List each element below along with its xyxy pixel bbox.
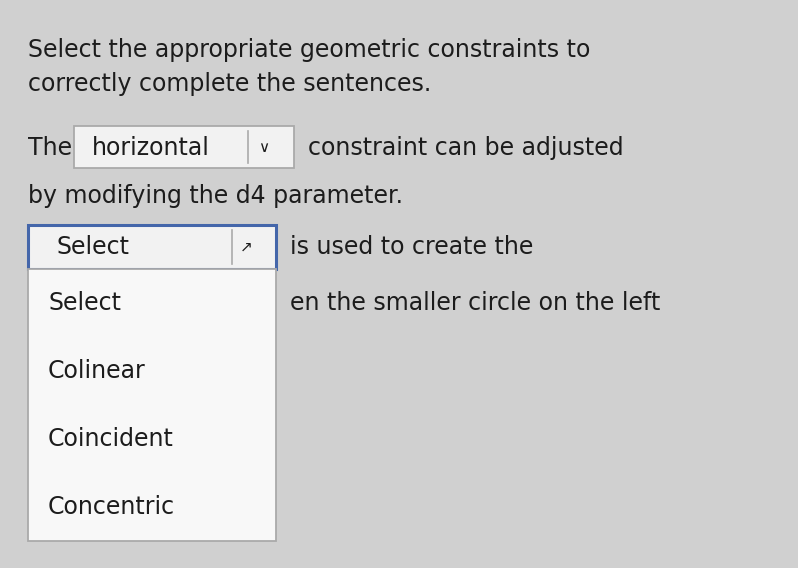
FancyBboxPatch shape [28,225,276,269]
FancyBboxPatch shape [74,126,294,168]
Text: Select: Select [56,235,129,259]
Text: Coincident: Coincident [48,427,174,451]
Text: en the smaller circle on the left: en the smaller circle on the left [290,291,661,315]
Text: Select the appropriate geometric constraints to: Select the appropriate geometric constra… [28,38,591,62]
Text: Concentric: Concentric [48,495,175,519]
Text: correctly complete the sentences.: correctly complete the sentences. [28,72,431,96]
Text: Select: Select [48,291,121,315]
FancyBboxPatch shape [28,269,276,541]
Text: by modifying the d4 parameter.: by modifying the d4 parameter. [28,184,403,208]
Text: The: The [28,136,72,160]
Text: horizontal: horizontal [92,136,210,160]
Text: constraint can be adjusted: constraint can be adjusted [308,136,623,160]
Text: is used to create the: is used to create the [290,235,533,259]
Text: Colinear: Colinear [48,359,146,383]
Text: ↗: ↗ [240,240,253,254]
Text: ∨: ∨ [258,140,269,156]
